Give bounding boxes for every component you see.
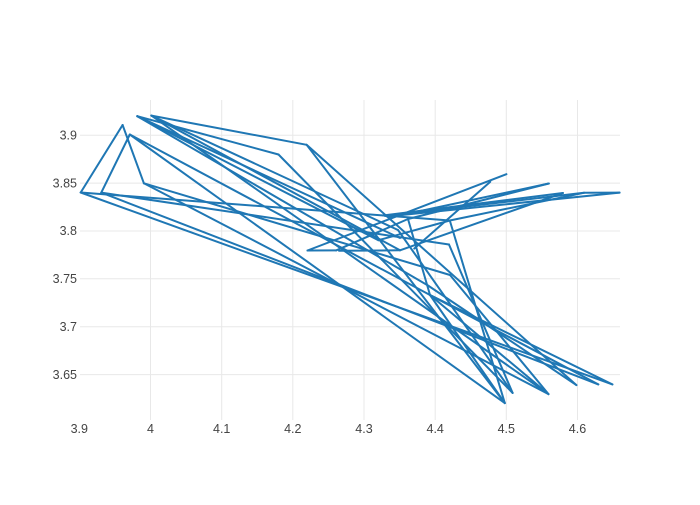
svg-text:3.9: 3.9: [71, 422, 88, 436]
svg-text:3.75: 3.75: [53, 272, 77, 286]
svg-text:4.5: 4.5: [498, 422, 515, 436]
svg-text:3.7: 3.7: [60, 320, 77, 334]
svg-text:4.4: 4.4: [427, 422, 444, 436]
svg-text:4.6: 4.6: [569, 422, 586, 436]
svg-text:4.1: 4.1: [213, 422, 230, 436]
svg-text:4.2: 4.2: [284, 422, 301, 436]
svg-text:3.85: 3.85: [53, 176, 77, 190]
svg-text:4.3: 4.3: [355, 422, 372, 436]
svg-text:3.65: 3.65: [53, 368, 77, 382]
svg-text:4: 4: [147, 422, 154, 436]
svg-text:3.9: 3.9: [60, 128, 77, 142]
svg-text:3.8: 3.8: [60, 224, 77, 238]
